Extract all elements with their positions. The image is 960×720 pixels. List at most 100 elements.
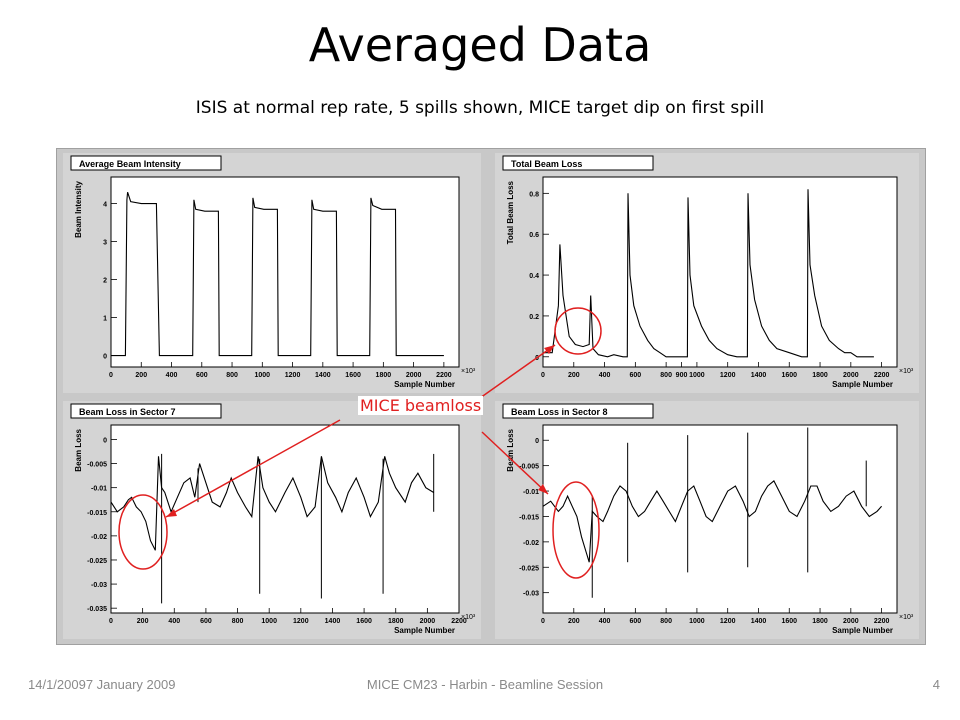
x-tick-label: 800 [660, 618, 672, 625]
x-multiplier-label: ×10³ [461, 614, 476, 621]
x-tick-label: 1800 [388, 618, 404, 625]
x-tick-label: 600 [630, 372, 642, 379]
x-tick-label: 600 [200, 618, 212, 625]
x-tick-label: 200 [135, 372, 147, 379]
x-tick-label: 1200 [285, 372, 301, 379]
y-axis-label: Total Beam Loss [506, 180, 515, 244]
chart-title: Beam Loss in Sector 7 [79, 407, 176, 417]
x-tick-label: 900 [676, 372, 688, 379]
x-tick-label: 800 [226, 372, 238, 379]
chart-panel-sector-7: Beam Loss in Sector 7 0 200 400 600 800 1000 12… [63, 401, 481, 639]
x-axis-label: Sample Number [832, 626, 893, 635]
chart-title-box [70, 403, 222, 419]
x-tick-label: 2000 [843, 372, 859, 379]
plot-area [110, 424, 460, 614]
chart-sector-7: Beam Loss in Sector 7 0 200 400 600 800 1000 12… [70, 403, 476, 635]
x-tick-label: 1800 [376, 372, 392, 379]
y-axis-label: Beam Intensity [74, 180, 83, 237]
x-tick-label: 200 [568, 618, 580, 625]
y-tick-label: -0.03 [91, 582, 107, 589]
x-multiplier-label: ×10³ [461, 368, 476, 375]
y-tick-label: -0.025 [87, 558, 107, 565]
x-tick-label: 400 [166, 372, 178, 379]
x-axis-label: Sample Number [394, 380, 455, 389]
y-tick-label: -0.015 [87, 510, 107, 517]
x-tick-label: 2200 [436, 372, 452, 379]
chart-title: Total Beam Loss [511, 159, 582, 169]
x-tick-label: 800 [232, 618, 244, 625]
chart-sector-8: Beam Loss in Sector 8 0 200 400 600 800 1000 12… [502, 403, 914, 635]
x-tick-label: 2200 [451, 618, 467, 625]
page-number: 4 [932, 677, 940, 692]
x-tick-label: 1600 [356, 618, 372, 625]
x-axis-label: Sample Number [394, 626, 455, 635]
x-tick-label: 200 [137, 618, 149, 625]
x-tick-label: 400 [599, 372, 611, 379]
chart-panel-total-beam-loss: Total Beam Loss 0 200 400 600 800 900 1000 1200 1… [495, 153, 919, 393]
x-tick-label: 1200 [293, 618, 309, 625]
y-tick-label: 2 [103, 278, 107, 285]
plot-area [542, 424, 898, 614]
x-tick-label: 1800 [812, 372, 828, 379]
x-tick-label: 1000 [255, 372, 271, 379]
chart-title: Beam Loss in Sector 8 [511, 407, 608, 417]
chart-title: Average Beam Intensity [79, 159, 181, 169]
y-tick-label: 1 [103, 316, 107, 323]
x-tick-label: 0 [109, 618, 113, 625]
figure-canvas: Average Beam Intensity 0 200 400 600 800 1000 1… [56, 148, 926, 645]
y-tick-label: -0.015 [519, 514, 539, 521]
series-line [543, 189, 874, 358]
y-tick-label: -0.005 [519, 464, 539, 471]
y-tick-label: -0.03 [523, 591, 539, 598]
x-tick-label: 1400 [315, 372, 331, 379]
x-tick-label: 1400 [751, 372, 767, 379]
x-tick-label: 0 [541, 618, 545, 625]
x-tick-label: 2200 [874, 372, 890, 379]
y-tick-label: -0.01 [523, 489, 539, 496]
y-tick-label: -0.025 [519, 565, 539, 572]
slide-subtitle: ISIS at normal rep rate, 5 spills shown,… [195, 98, 765, 118]
x-tick-label: 200 [568, 372, 580, 379]
chart-panel-beam-intensity: Average Beam Intensity 0 200 400 600 800 1000 1… [63, 153, 481, 393]
y-tick-label: 3 [103, 240, 107, 247]
footer-date: 14/1/20097 January 2009 [28, 677, 176, 692]
plot-area [110, 176, 460, 368]
chart-panel-sector-8: Beam Loss in Sector 8 0 200 400 600 800 1000 12… [495, 401, 919, 639]
x-tick-label: 2000 [420, 618, 436, 625]
chart-title-box [70, 155, 222, 171]
x-tick-label: 1200 [720, 618, 736, 625]
chart-title-box [502, 403, 654, 419]
x-tick-label: 2200 [874, 618, 890, 625]
x-tick-label: 1000 [261, 618, 277, 625]
y-tick-label: 0 [103, 354, 107, 361]
annotation-mice-beamloss: MICE beamloss [358, 396, 484, 415]
y-axis-label: Beam Loss [74, 428, 83, 471]
x-tick-label: 2000 [406, 372, 422, 379]
x-tick-label: 600 [196, 372, 208, 379]
y-tick-label: 4 [103, 202, 107, 209]
y-tick-label: -0.02 [91, 534, 107, 541]
plot-area [542, 176, 898, 368]
x-tick-label: 1600 [781, 372, 797, 379]
y-tick-label: 0 [535, 438, 539, 445]
x-tick-label: 0 [541, 372, 545, 379]
x-tick-label: 2000 [843, 618, 859, 625]
y-tick-label: -0.02 [523, 540, 539, 547]
x-multiplier-label: ×10³ [899, 368, 914, 375]
y-tick-label: 0.4 [529, 273, 539, 280]
y-tick-label: 0.2 [529, 314, 539, 321]
y-tick-label: -0.035 [87, 606, 107, 613]
y-tick-label: -0.01 [91, 486, 107, 493]
y-tick-label: 0 [535, 355, 539, 362]
x-tick-label: 1800 [812, 618, 828, 625]
x-tick-label: 0 [109, 372, 113, 379]
x-tick-label: 1200 [720, 372, 736, 379]
x-tick-label: 1600 [781, 618, 797, 625]
slide-title: Averaged Data [308, 18, 652, 72]
chart-title-box [502, 155, 654, 171]
x-tick-label: 1600 [345, 372, 361, 379]
x-tick-label: 1000 [689, 372, 705, 379]
x-tick-label: 800 [660, 372, 672, 379]
x-tick-label: 1400 [751, 618, 767, 625]
y-axis-label: Beam Loss [506, 428, 515, 471]
